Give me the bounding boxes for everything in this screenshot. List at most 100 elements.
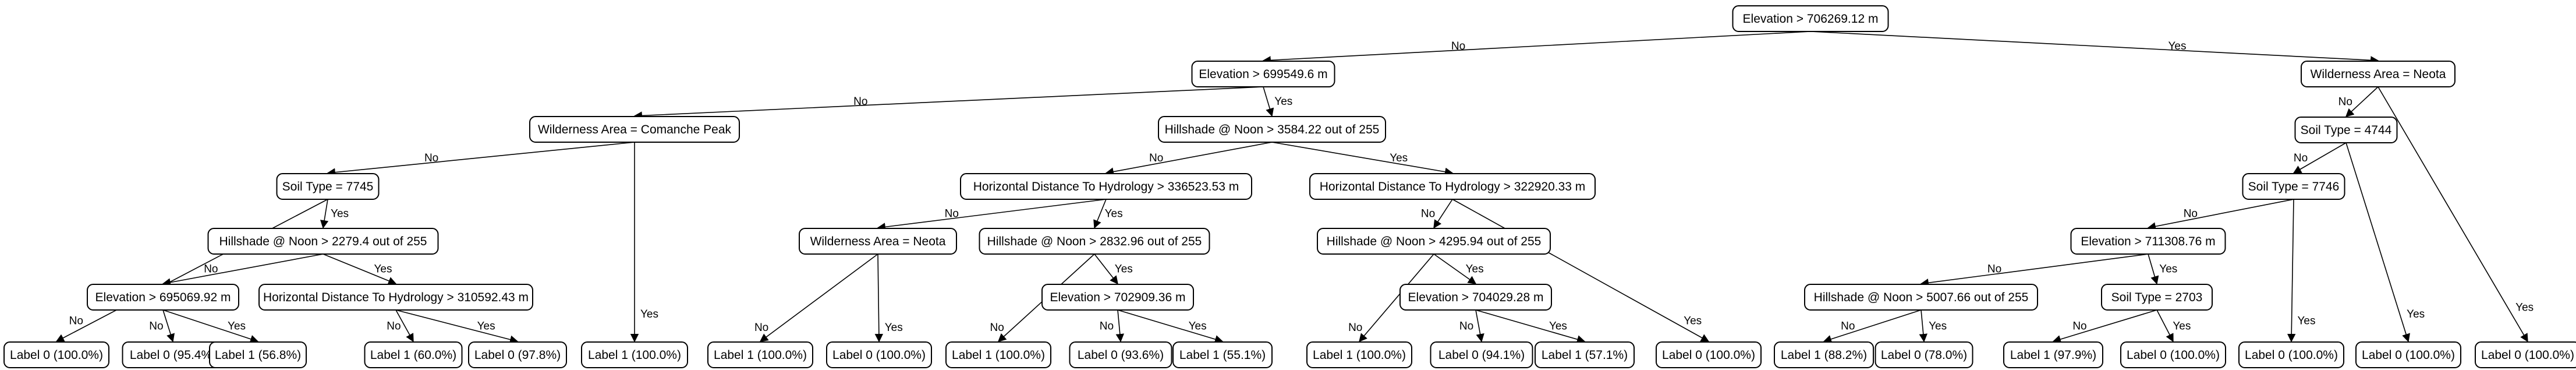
edge-n12-n14: [395, 309, 519, 344]
node-label: Elevation > 704029.28 m: [1408, 291, 1544, 304]
edge-label-no: No: [1459, 320, 1473, 332]
edge-n3-n5: [327, 142, 635, 177]
edge-n4-n16: [1271, 142, 1454, 176]
node-label: Elevation > 699549.6 m: [1199, 68, 1327, 81]
node-label: Label 1 (56.8%): [215, 348, 301, 362]
edge-label-yes: Yes: [331, 207, 349, 220]
node-label: Elevation > 711308.76 m: [2081, 235, 2215, 248]
edge-label-yes: Yes: [1105, 207, 1123, 220]
node-label: Soil Type = 4744: [2301, 124, 2392, 137]
leaf-node: Label 0 (100.0%): [826, 341, 932, 368]
edge-label-yes: Yes: [1929, 320, 1947, 332]
edge-label-no: No: [990, 322, 1004, 334]
edge-n35-n38: [2148, 253, 2159, 285]
decision-node: Hillshade @ Noon > 5007.66 out of 255: [1804, 284, 2038, 311]
node-box: [2238, 341, 2344, 368]
node-box: [3, 341, 109, 368]
edge-label-yes: Yes: [477, 320, 495, 332]
node-label: Elevation > 695069.92 m: [95, 291, 231, 304]
node-label: Label 1 (100.0%): [952, 348, 1045, 362]
decision-node: Soil Type = 7746: [2242, 173, 2345, 200]
node-box: [364, 341, 463, 368]
edge-n12-n13: [395, 309, 414, 343]
node-box: [1309, 173, 1596, 200]
leaf-node: Label 0 (95.4%): [122, 341, 224, 368]
edge-label-yes: Yes: [2159, 263, 2177, 276]
edge-n1-n3: [633, 86, 1264, 120]
decision-node: Wilderness Area = Neota: [2301, 61, 2455, 87]
edge-label-yes: Yes: [374, 263, 392, 276]
edge-n9-n10: [162, 309, 175, 343]
node-label: Label 0 (100.0%): [2481, 348, 2574, 362]
edge-n2-n31: [2345, 86, 2379, 117]
node-label: Hillshade @ Noon > 2832.96 out of 255: [987, 235, 1202, 248]
node-box: [2301, 61, 2455, 87]
leaf-node: Label 1 (97.9%): [2003, 341, 2103, 368]
node-label: Wilderness Area = Comanche Peak: [538, 123, 732, 136]
node-label: Label 1 (88.2%): [1781, 348, 1867, 362]
node-box: [2475, 341, 2576, 368]
node-box: [1158, 116, 1386, 143]
edge-n25-n28: [1433, 253, 1477, 284]
node-label: Label 0 (100.0%): [2245, 348, 2338, 362]
edge-label-yes: Yes: [1466, 263, 1484, 276]
node-box: [2242, 173, 2345, 200]
node-label: Label 0 (100.0%): [2362, 348, 2455, 362]
edges: No Yes No Yes No Yes No Yes No Yes No Yes No Yes No Yes…: [55, 31, 2534, 344]
decision-node: Elevation > 695069.92 m: [87, 284, 239, 311]
edge-label-no: No: [424, 152, 438, 164]
edge-n2-n32: [2377, 86, 2528, 343]
leaf-node: Label 0 (100.0%): [2238, 341, 2344, 368]
decision-node: Soil Type = 2703: [2101, 284, 2213, 311]
node-box: [1875, 341, 1973, 368]
edge-n17-n20: [874, 253, 884, 343]
node-label: Label 1 (60.0%): [370, 348, 456, 362]
node-box: [1069, 341, 1172, 368]
decision-node: Elevation > 706269.12 m: [1732, 5, 1889, 32]
edge-n0-n1: [1262, 31, 1811, 65]
node-label: Hillshade @ Noon > 3584.22 out of 255: [1165, 123, 1380, 136]
edge-label-yes: Yes: [2515, 302, 2534, 314]
decision-node: Elevation > 711308.76 m: [2070, 228, 2226, 255]
node-box: [2070, 228, 2226, 255]
node-label: Horizontal Distance To Hydrology > 32292…: [1320, 180, 1586, 193]
node-box: [2101, 284, 2213, 311]
leaf-node: Label 1 (100.0%): [707, 341, 813, 368]
node-box: [1306, 341, 1412, 368]
node-box: [707, 341, 813, 368]
leaf-node: Label 0 (100.0%): [1656, 341, 1762, 368]
edge-n35-n37: [1920, 253, 2149, 287]
leaf-node: Label 0 (100.0%): [3, 341, 109, 368]
edge-n5-n8: [320, 199, 329, 229]
decision-node: Elevation > 704029.28 m: [1399, 284, 1552, 311]
edge-n5-n7: [55, 199, 328, 342]
decision-node: Soil Type = 7745: [276, 173, 380, 200]
node-box: [1317, 228, 1551, 255]
node-box: [207, 228, 439, 255]
node-box: [979, 228, 1210, 255]
edge-label-yes: Yes: [1274, 96, 1292, 108]
node-label: Hillshade @ Noon > 2279.4 out of 255: [219, 235, 427, 248]
edge-label-no: No: [69, 315, 83, 327]
edge-n28-n29: [1475, 309, 1484, 343]
leaf-node: Label 0 (78.0%): [1875, 341, 1973, 368]
edge-n16-n26: [1452, 199, 1710, 342]
node-label: Horizontal Distance To Hydrology > 31059…: [263, 291, 529, 304]
node-label: Label 1 (100.0%): [714, 348, 807, 362]
node-box: [826, 341, 932, 368]
edge-label-no: No: [1987, 263, 2001, 276]
edge-label-no: No: [1451, 40, 1465, 52]
node-label: Label 0 (94.1%): [1438, 348, 1525, 362]
leaf-node: Label 1 (100.0%): [945, 341, 1051, 368]
edge-label-yes: Yes: [2168, 40, 2187, 52]
leaf-node: Label 1 (60.0%): [364, 341, 463, 368]
node-label: Label 0 (95.4%): [130, 348, 216, 362]
edge-label-yes: Yes: [2173, 320, 2191, 332]
edge-n28-n30: [1475, 309, 1586, 344]
edge-n31-n34: [2345, 142, 2410, 343]
node-label: Label 0 (100.0%): [1662, 348, 1755, 362]
node-box: [209, 341, 307, 368]
node-label: Label 1 (100.0%): [588, 348, 681, 362]
decision-node: Hillshade @ Noon > 2832.96 out of 255: [979, 228, 1210, 255]
edge-n22-n23: [1115, 309, 1124, 343]
